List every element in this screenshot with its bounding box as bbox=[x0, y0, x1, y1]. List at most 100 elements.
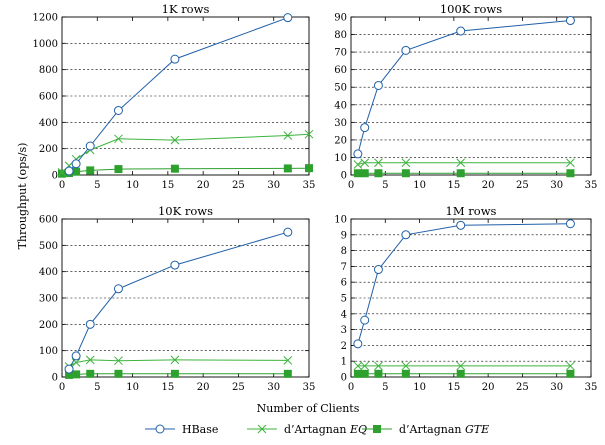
data-point bbox=[57, 168, 67, 177]
y-tick-label: 60 bbox=[334, 65, 347, 76]
series-hbase bbox=[64, 13, 293, 176]
data-point bbox=[86, 166, 95, 175]
x-tick-label: 30 bbox=[267, 180, 280, 191]
x-tick-label: 30 bbox=[267, 382, 280, 393]
panel-4: 0 1 2 3 4 5 6 7 8 9 10 0 5 10 15 20 25 30 35 1M rows bbox=[334, 204, 597, 393]
data-point bbox=[170, 164, 179, 173]
data-point bbox=[86, 369, 95, 378]
x-tick-label: 10 bbox=[413, 180, 426, 191]
y-tick-label: 300 bbox=[39, 294, 58, 305]
y-tick-label: 20 bbox=[334, 135, 347, 146]
data-point bbox=[304, 129, 314, 139]
x-tick-label: 15 bbox=[447, 382, 460, 393]
legend: HBase d’Artagnan EQ d’Artagnan GTE bbox=[145, 423, 489, 436]
data-point bbox=[373, 80, 383, 90]
legend-label: HBase bbox=[182, 423, 218, 436]
series-line bbox=[61, 167, 310, 175]
data-point bbox=[373, 265, 383, 275]
series-line bbox=[68, 17, 288, 172]
y-tick-label: 100 bbox=[39, 346, 58, 357]
data-point bbox=[113, 284, 123, 294]
y-tick-label: 7 bbox=[341, 262, 347, 273]
data-point bbox=[374, 158, 383, 168]
series-line bbox=[357, 20, 571, 155]
y-tick-label: 0 bbox=[52, 373, 58, 384]
legend-label: d’Artagnan GTE bbox=[399, 423, 489, 436]
y-tick-label: 90 bbox=[334, 13, 347, 24]
x-tick-label: 0 bbox=[59, 382, 65, 393]
panel-2: 0 10 20 30 40 50 60 70 80 90 0 5 10 15 20 25 30 35 100K ro… bbox=[334, 2, 597, 191]
series-hbase bbox=[64, 227, 293, 374]
x-tick-label: 15 bbox=[161, 180, 174, 191]
x-tick-label: 30 bbox=[550, 382, 563, 393]
series-gte bbox=[353, 369, 575, 378]
x-tick-label: 5 bbox=[94, 180, 100, 191]
y-tick-label: 6 bbox=[341, 278, 347, 289]
x-axis-label: Number of Clients bbox=[257, 402, 360, 415]
data-point bbox=[65, 370, 74, 379]
data-point bbox=[360, 315, 370, 325]
data-point bbox=[64, 166, 74, 176]
data-point bbox=[58, 169, 66, 178]
legend-marker bbox=[155, 424, 165, 434]
data-point bbox=[170, 260, 180, 270]
legend-marker bbox=[373, 425, 381, 433]
x-tick-label: 35 bbox=[303, 180, 316, 191]
plot-frame bbox=[350, 16, 592, 176]
data-point bbox=[374, 169, 383, 178]
series-line bbox=[61, 133, 310, 173]
x-tick-label: 35 bbox=[585, 180, 598, 191]
data-point bbox=[72, 370, 81, 379]
y-tick-label: 50 bbox=[334, 83, 347, 94]
data-point bbox=[170, 355, 180, 365]
data-point bbox=[170, 54, 180, 64]
data-point bbox=[360, 169, 369, 178]
y-tick-label: 0 bbox=[341, 171, 347, 182]
data-point bbox=[456, 169, 465, 178]
data-point bbox=[456, 369, 465, 378]
data-point bbox=[64, 364, 74, 374]
series-eq bbox=[353, 158, 575, 169]
data-point bbox=[401, 361, 411, 371]
x-tick-label: 15 bbox=[161, 382, 174, 393]
data-point bbox=[566, 169, 575, 178]
data-point bbox=[565, 219, 575, 229]
data-point bbox=[401, 45, 411, 55]
data-point bbox=[71, 351, 81, 361]
x-tick-label: 5 bbox=[94, 382, 100, 393]
series-hbase bbox=[353, 16, 575, 159]
x-tick-label: 20 bbox=[482, 382, 495, 393]
data-point bbox=[353, 169, 362, 178]
series-gte bbox=[353, 169, 575, 178]
plot-frame bbox=[61, 218, 310, 378]
data-point bbox=[401, 230, 411, 240]
y-tick-label: 800 bbox=[39, 65, 58, 76]
data-point bbox=[113, 105, 123, 115]
series-gte bbox=[58, 164, 313, 178]
data-point bbox=[456, 26, 466, 36]
data-point bbox=[456, 158, 466, 168]
data-point bbox=[565, 16, 575, 26]
data-point bbox=[85, 319, 95, 329]
plot-frame bbox=[61, 16, 310, 176]
data-point bbox=[374, 361, 383, 371]
y-tick-label: 400 bbox=[39, 267, 58, 278]
x-tick-label: 5 bbox=[382, 180, 388, 191]
data-point bbox=[283, 369, 292, 378]
data-point bbox=[456, 361, 466, 371]
data-point bbox=[283, 131, 293, 140]
y-tick-label: 200 bbox=[39, 144, 58, 155]
x-tick-label: 30 bbox=[550, 180, 563, 191]
data-point bbox=[305, 164, 313, 173]
panel-title: 10K rows bbox=[158, 204, 213, 218]
data-point bbox=[374, 369, 383, 378]
x-tick-label: 0 bbox=[348, 180, 354, 191]
data-point bbox=[283, 13, 293, 23]
data-point bbox=[401, 169, 410, 178]
x-tick-label: 15 bbox=[447, 180, 460, 191]
data-point bbox=[353, 149, 363, 159]
data-point bbox=[283, 227, 293, 237]
data-point bbox=[353, 339, 363, 349]
